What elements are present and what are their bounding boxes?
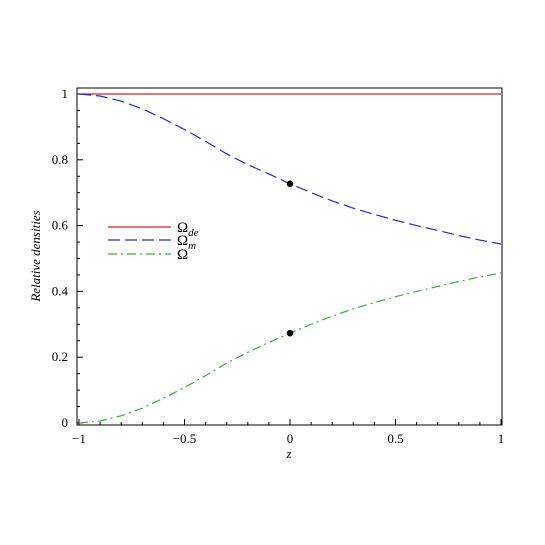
y-tick-label: 0.6 [52, 218, 69, 233]
plot-frame [76, 87, 503, 426]
legend-subscript-0: de [188, 227, 199, 239]
x-axis-ticks: −1 −0.5 0 0.5 1 [72, 419, 504, 446]
y-tick-label: 0.4 [52, 283, 69, 298]
x-tick-label: −0.5 [173, 431, 197, 446]
series-layer [78, 93, 502, 424]
x-axis-label: z [285, 446, 291, 461]
x-tick-label: −1 [72, 431, 86, 446]
y-tick-label: 0.8 [52, 152, 68, 167]
series-line-2 [78, 272, 502, 424]
y-tick-label: 1 [62, 86, 69, 101]
y-tick-label: 0 [62, 415, 69, 430]
y-axis-label: Relative densities [28, 210, 43, 302]
legend-subscript-1: m [188, 240, 196, 252]
y-axis-ticks: 0 0.2 0.4 0.6 0.8 1 [52, 86, 83, 430]
data-point-marker [286, 180, 294, 188]
legend-label-2: Ω [177, 247, 188, 263]
marker-layer [286, 180, 294, 337]
y-tick-label: 0.2 [52, 349, 68, 364]
x-tick-label: 1 [498, 431, 505, 446]
x-tick-label: 0 [287, 431, 294, 446]
x-tick-label: 0.5 [387, 431, 403, 446]
series-line-1 [78, 93, 502, 245]
data-point-marker [286, 329, 294, 337]
